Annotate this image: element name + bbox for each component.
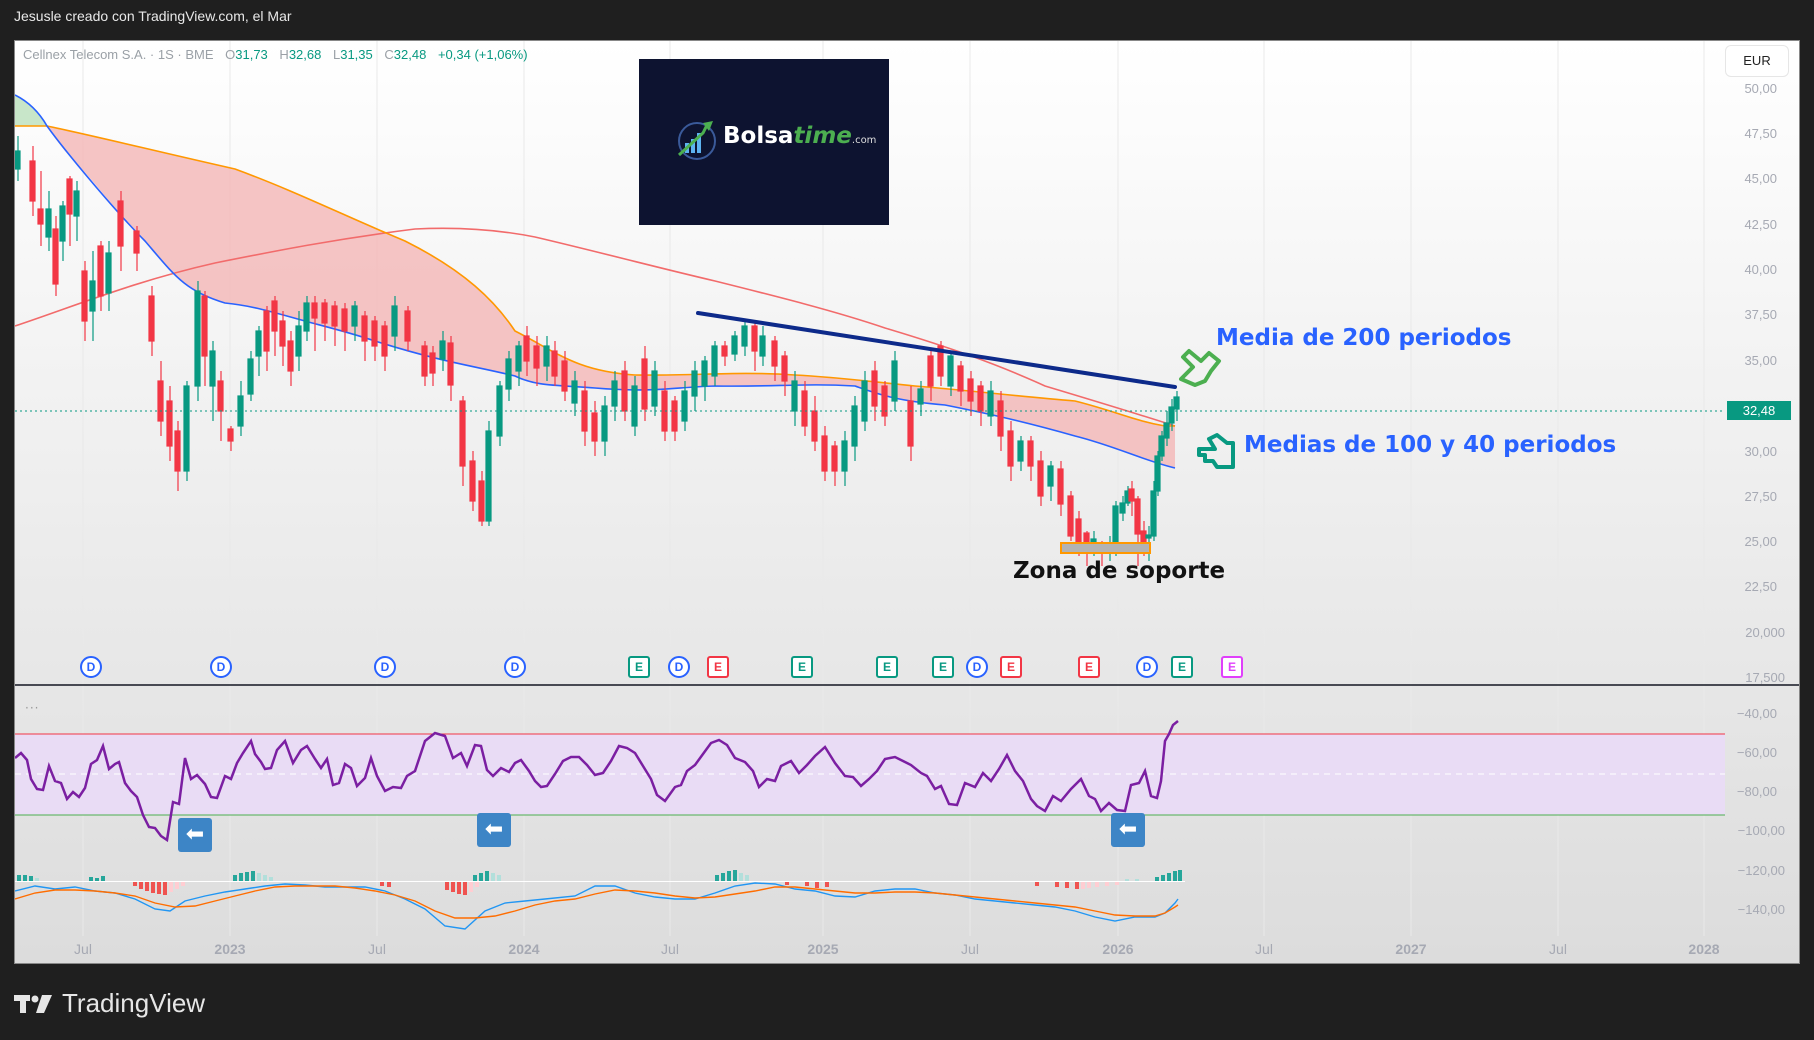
- svg-text:Jul: Jul: [661, 941, 679, 957]
- ma-cloud-bearish: [47, 126, 1175, 468]
- svg-text:Jul: Jul: [368, 941, 386, 957]
- tradingview-brand: TradingView: [62, 988, 206, 1018]
- sma-100-line: [15, 125, 1175, 427]
- sma-40-line: [15, 94, 1176, 469]
- open-value: 31,73: [235, 47, 268, 62]
- arrow-left-icon[interactable]: ⬅: [178, 818, 212, 852]
- arrow-left-icon[interactable]: ⬅: [1111, 813, 1145, 847]
- earnings-event-icon[interactable]: E: [628, 656, 650, 678]
- annotation-ma200[interactable]: Media de 200 periodos: [1216, 325, 1512, 351]
- annotation-support-zone[interactable]: Zona de soporte: [1013, 558, 1226, 584]
- symbol-name: Cellnex Telecom S.A. · 1S · BME: [23, 47, 214, 62]
- svg-text:50,00: 50,00: [1744, 81, 1777, 96]
- oscillator-axis[interactable]: −40,00 −60,00 −80,00 −100,00 −120,00 −14…: [1737, 706, 1785, 917]
- support-zone[interactable]: [1060, 542, 1151, 554]
- dividend-event-icon[interactable]: D: [210, 656, 232, 678]
- pane-options-icon[interactable]: ···: [25, 701, 40, 715]
- arrow-left-icon[interactable]: ⬅: [477, 813, 511, 847]
- svg-text:25,00: 25,00: [1744, 534, 1777, 549]
- svg-text:37,50: 37,50: [1744, 307, 1777, 322]
- svg-text:17,500: 17,500: [1745, 670, 1785, 685]
- sma-200-line: [15, 227, 1176, 427]
- dividend-event-icon[interactable]: D: [966, 656, 988, 678]
- svg-text:Jul: Jul: [961, 941, 979, 957]
- svg-text:42,50: 42,50: [1744, 217, 1777, 232]
- last-price-tag: 32,48: [1727, 401, 1791, 420]
- currency-button[interactable]: EUR: [1725, 45, 1789, 77]
- macd-line: [15, 882, 1179, 930]
- svg-text:−140,00: −140,00: [1738, 902, 1785, 917]
- earnings-event-icon[interactable]: E: [1078, 656, 1100, 678]
- svg-text:22,50: 22,50: [1744, 579, 1777, 594]
- svg-text:Jul: Jul: [74, 941, 92, 957]
- svg-text:35,00: 35,00: [1744, 353, 1777, 368]
- chart-growth-icon: [677, 121, 716, 160]
- macd-signal-line: [15, 885, 1179, 919]
- svg-text:−80,00: −80,00: [1737, 784, 1777, 799]
- chart-canvas[interactable]: 50,00 47,50 45,00 42,50 40,00 37,50 35,0…: [15, 41, 1800, 964]
- earnings-event-icon[interactable]: E: [1000, 656, 1022, 678]
- tradingview-logo[interactable]: TradingView: [14, 988, 205, 1019]
- svg-text:45,00: 45,00: [1744, 171, 1777, 186]
- svg-text:−60,00: −60,00: [1737, 745, 1777, 760]
- dividend-event-icon[interactable]: D: [504, 656, 526, 678]
- chart-caption: Jesusle creado con TradingView.com, el M…: [14, 8, 292, 24]
- earnings-event-icon[interactable]: E: [876, 656, 898, 678]
- pointing-hand-icon-ma200: [1179, 349, 1221, 387]
- time-axis[interactable]: Jul 2023 Jul 2024 Jul 2025 Jul 2026 Jul …: [74, 941, 1720, 957]
- svg-text:2026: 2026: [1102, 941, 1133, 957]
- svg-text:2027: 2027: [1395, 941, 1426, 957]
- change-value: +0,34 (+1,06%): [437, 47, 528, 62]
- earnings-event-icon[interactable]: E: [707, 656, 729, 678]
- rsi-line: [15, 720, 1179, 843]
- svg-text:30,00: 30,00: [1744, 444, 1777, 459]
- svg-text:40,00: 40,00: [1744, 262, 1777, 277]
- earnings-event-icon[interactable]: E: [791, 656, 813, 678]
- svg-text:Jul: Jul: [1255, 941, 1273, 957]
- resistance-trendline[interactable]: [696, 311, 1177, 389]
- pointing-hand-icon-ma100-40: [1197, 433, 1235, 469]
- price-axis[interactable]: 50,00 47,50 45,00 42,50 40,00 37,50 35,0…: [1744, 81, 1785, 685]
- svg-text:Jul: Jul: [1549, 941, 1567, 957]
- svg-text:27,50: 27,50: [1744, 489, 1777, 504]
- tradingview-logo-icon: [14, 994, 52, 1013]
- svg-text:47,50: 47,50: [1744, 126, 1777, 141]
- earnings-event-icon[interactable]: E: [1171, 656, 1193, 678]
- earnings-event-icon[interactable]: E: [1221, 656, 1243, 678]
- dividend-event-icon[interactable]: D: [668, 656, 690, 678]
- chart-panel[interactable]: 50,00 47,50 45,00 42,50 40,00 37,50 35,0…: [14, 40, 1800, 964]
- svg-text:−120,00: −120,00: [1738, 863, 1785, 878]
- macd-histogram: [15, 870, 1185, 895]
- dividend-event-icon[interactable]: D: [1136, 656, 1158, 678]
- svg-text:2028: 2028: [1688, 941, 1719, 957]
- dividend-event-icon[interactable]: D: [374, 656, 396, 678]
- dividend-event-icon[interactable]: D: [80, 656, 102, 678]
- svg-text:2023: 2023: [214, 941, 245, 957]
- svg-text:2024: 2024: [508, 941, 539, 957]
- low-value: 31,35: [340, 47, 373, 62]
- ma-cloud-bullish: [15, 95, 47, 126]
- close-value: 32,48: [393, 47, 427, 62]
- annotation-ma100-40[interactable]: Medias de 100 y 40 periodos: [1244, 432, 1617, 458]
- svg-text:2025: 2025: [807, 941, 838, 957]
- svg-text:20,000: 20,000: [1745, 625, 1785, 640]
- bolsatime-wordmark: Bolsatime.com: [723, 123, 877, 149]
- high-value: 32,68: [288, 47, 322, 62]
- symbol-legend[interactable]: Cellnex Telecom S.A. · 1S · BME O31,73 H…: [23, 47, 528, 62]
- bolsatime-logo: Bolsatime.com: [639, 59, 889, 225]
- earnings-event-icon[interactable]: E: [932, 656, 954, 678]
- svg-text:−40,00: −40,00: [1737, 706, 1777, 721]
- svg-text:−100,00: −100,00: [1738, 823, 1785, 838]
- candlesticks: [15, 136, 1180, 566]
